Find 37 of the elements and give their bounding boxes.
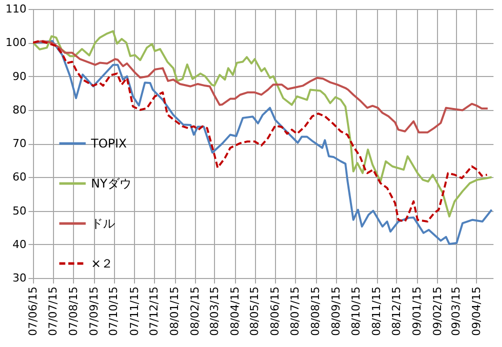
x-tick-label: 07/08/15 (66, 286, 80, 336)
x-tick-label: 08/11/15 (370, 286, 384, 336)
x-tick-label: 09/03/15 (449, 286, 462, 336)
x-tick-label: 08/02/15 (188, 286, 202, 336)
x-tick-label: 07/10/15 (107, 286, 120, 336)
y-tick-label: 110 (6, 2, 26, 16)
legend-label: NYダウ (91, 176, 132, 190)
x-tick-label: 08/01/15 (168, 286, 182, 336)
line-series (33, 40, 489, 134)
x-tick-label: 09/01/15 (410, 286, 424, 336)
y-tick-label: 50 (12, 204, 26, 218)
y-tick-label: 40 (12, 238, 26, 251)
x-tick-label: 08/09/15 (330, 286, 343, 336)
x-tick-label: 08/12/15 (390, 286, 403, 336)
y-tick-label: 90 (12, 70, 26, 83)
x-tick-label: 09/04/15 (470, 286, 483, 336)
x-tick-label: 08/03/15 (208, 286, 221, 336)
x-tick-label: 08/08/15 (309, 286, 322, 336)
y-tick-label: 100 (6, 36, 26, 50)
x-tick-label: 07/09/15 (87, 286, 100, 336)
x-tick-label: 08/07/15 (288, 286, 302, 336)
legend-label: ドル (91, 216, 115, 230)
x-tick-label: 07/06/15 (26, 286, 40, 336)
x-tick-label: 09/02/15 (430, 286, 444, 336)
x-tick-label: 08/06/15 (268, 286, 282, 336)
y-tick-label: 70 (12, 137, 26, 150)
x-tick-label: 08/05/15 (248, 286, 262, 336)
legend-label: ×２ (91, 256, 114, 270)
y-tick-label: 80 (12, 103, 26, 116)
x-tick-label: 07/11/15 (128, 286, 141, 336)
y-tick-label: 60 (12, 170, 26, 184)
x-tick-label: 08/10/15 (349, 286, 362, 336)
legend-label: TOPIX (90, 136, 127, 150)
x-tick-label: 07/07/15 (46, 286, 60, 336)
x-tick-label: 07/12/15 (148, 286, 161, 336)
y-tick-label: 30 (12, 272, 26, 284)
x-tick-label: 08/04/15 (228, 286, 242, 336)
